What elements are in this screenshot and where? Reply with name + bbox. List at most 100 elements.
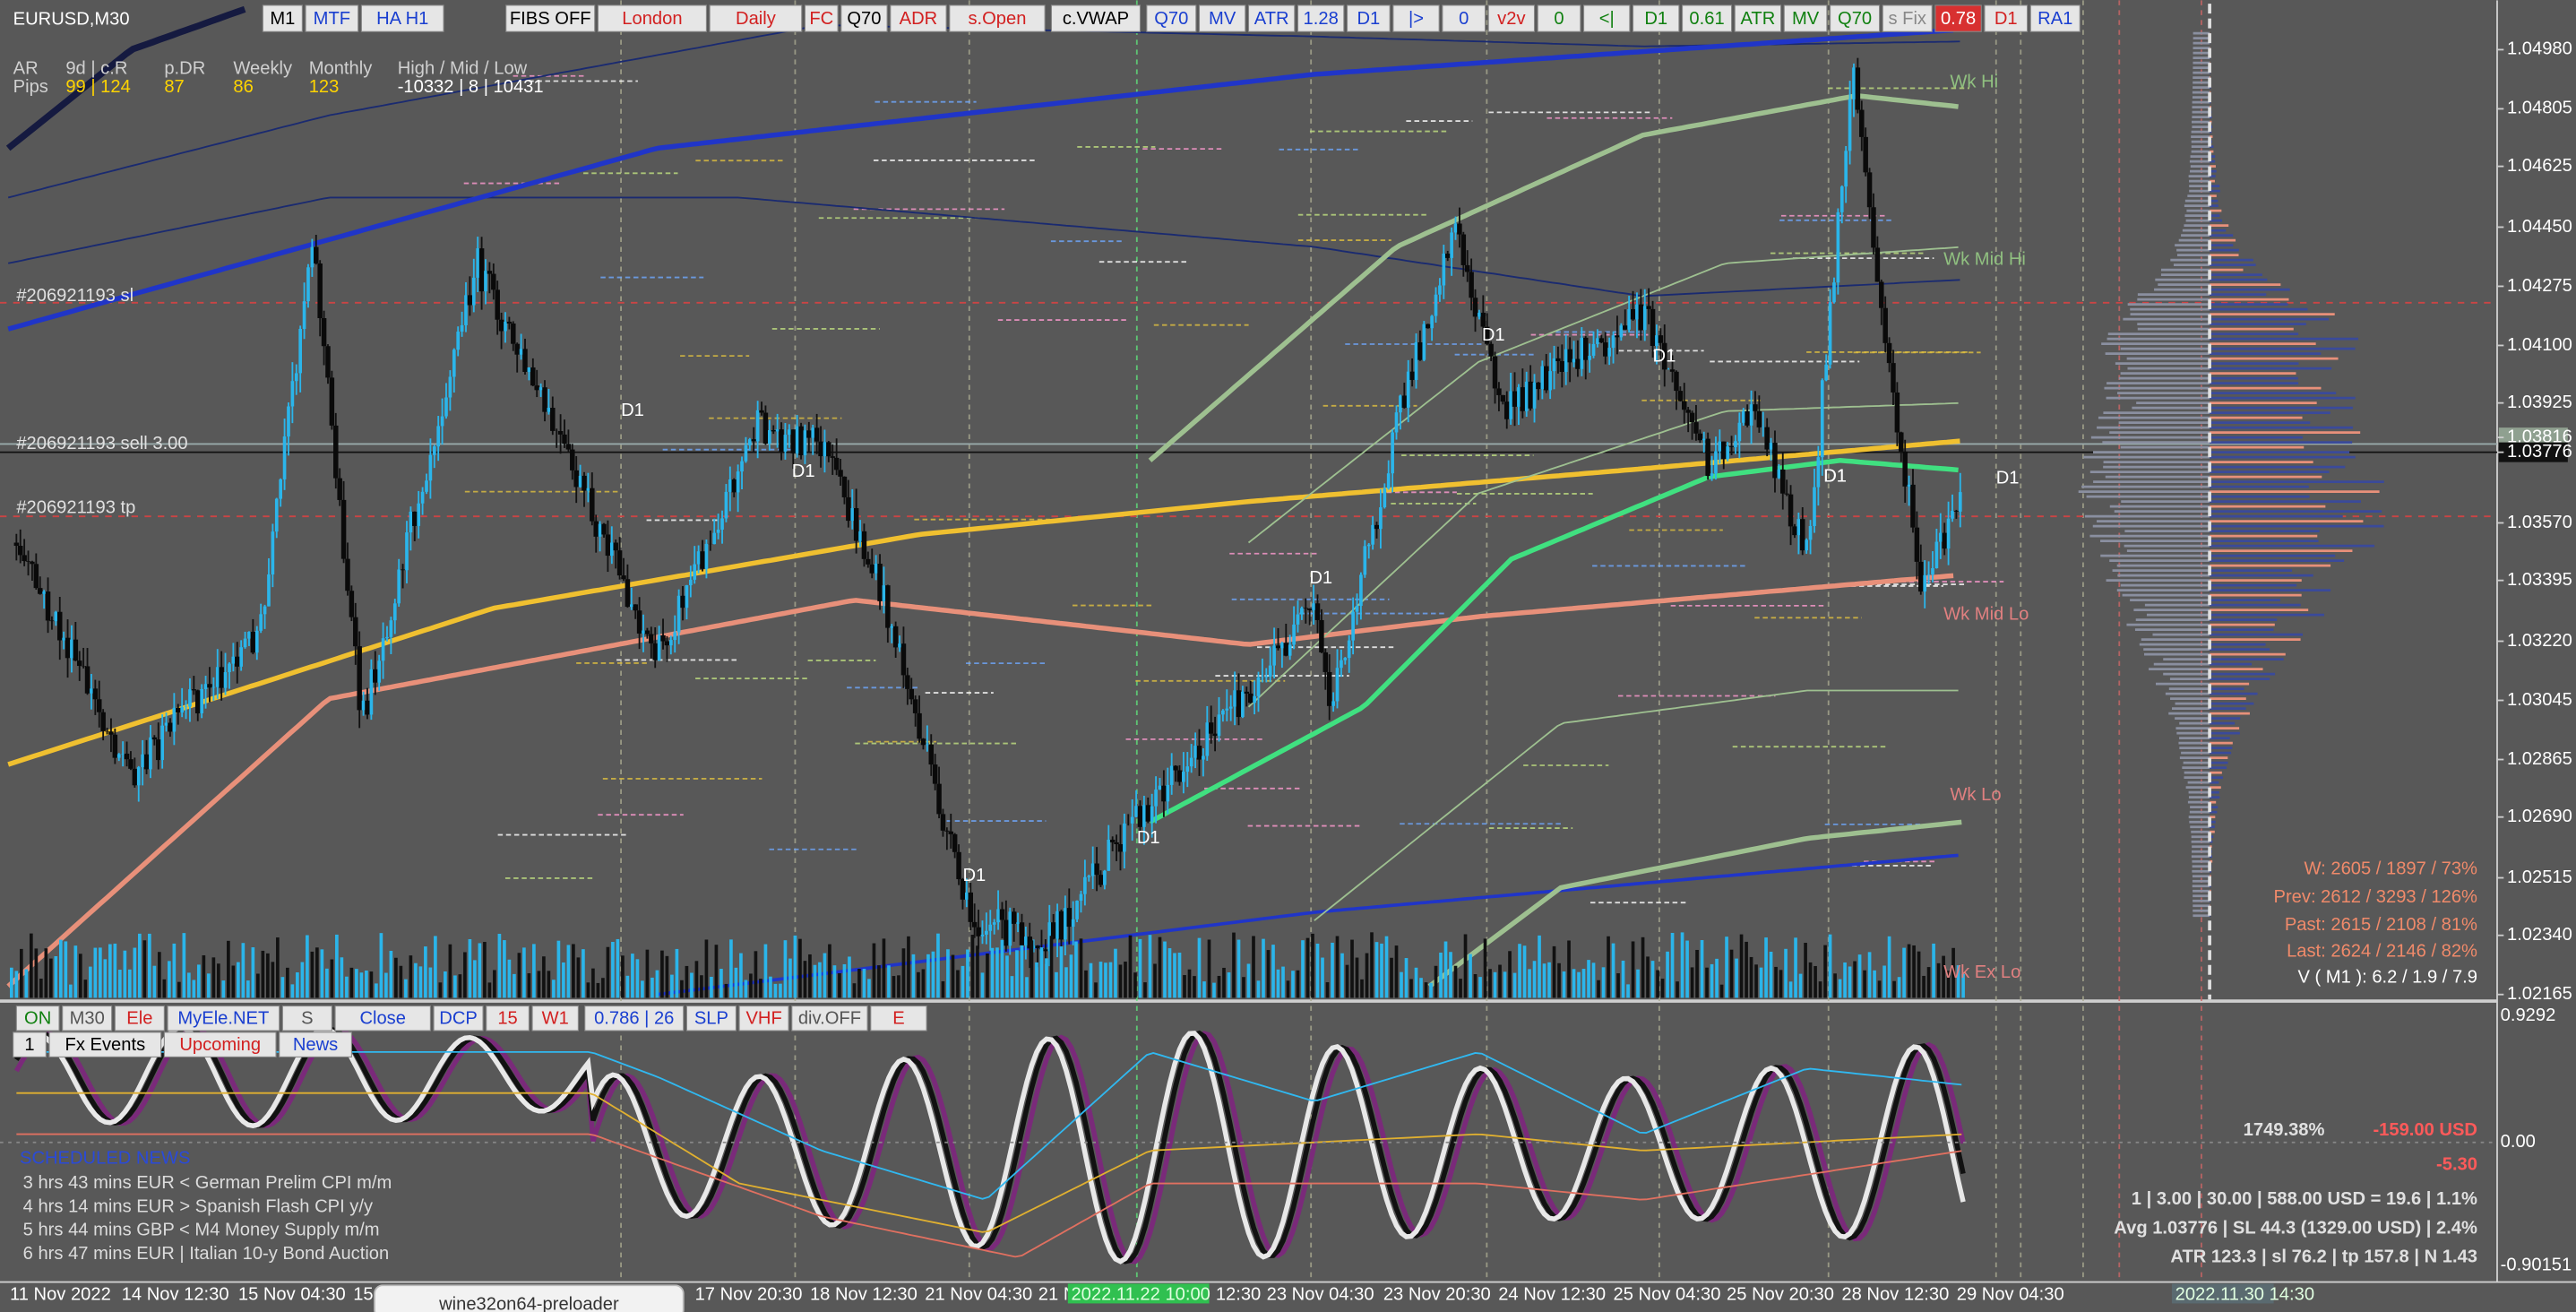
button-label[interactable]: FIBS OFF	[510, 9, 591, 29]
button[interactable]	[791, 1005, 868, 1031]
button-label[interactable]: MTF	[314, 9, 350, 29]
button-label[interactable]: Ele	[126, 1009, 152, 1029]
button-label[interactable]: v2v	[1497, 9, 1526, 29]
button-label[interactable]: <|	[1599, 9, 1615, 29]
button[interactable]	[281, 1005, 332, 1031]
button[interactable]	[305, 4, 359, 32]
button[interactable]	[685, 1005, 737, 1031]
button-label[interactable]: MyEle.NET	[177, 1009, 269, 1029]
button-label[interactable]: div.OFF	[798, 1009, 861, 1029]
button[interactable]	[840, 4, 888, 32]
button[interactable]	[1050, 4, 1142, 32]
button[interactable]	[163, 1031, 277, 1057]
button[interactable]	[62, 1005, 113, 1031]
button-label[interactable]: MV	[1792, 9, 1820, 29]
button[interactable]	[1830, 4, 1881, 32]
button[interactable]	[531, 1005, 579, 1031]
button[interactable]	[1346, 4, 1391, 32]
button[interactable]	[949, 4, 1046, 32]
button[interactable]	[709, 4, 803, 32]
button[interactable]	[597, 4, 707, 32]
button[interactable]	[1537, 4, 1581, 32]
button[interactable]	[1247, 4, 1296, 32]
button[interactable]	[360, 4, 444, 32]
button-label[interactable]: M1	[270, 9, 295, 29]
button[interactable]	[505, 4, 596, 32]
button-label[interactable]: D1	[1357, 9, 1380, 29]
button-label[interactable]: Q70	[1838, 9, 1872, 29]
button[interactable]	[1487, 4, 1536, 32]
button-label[interactable]: Q70	[847, 9, 881, 29]
button[interactable]	[15, 1005, 60, 1031]
button[interactable]	[1682, 4, 1733, 32]
button[interactable]	[1632, 4, 1680, 32]
button[interactable]	[870, 1005, 927, 1031]
button[interactable]	[114, 1005, 165, 1031]
button[interactable]	[1734, 4, 1782, 32]
button-label[interactable]: ON	[24, 1009, 51, 1029]
button-label[interactable]: s Fix	[1888, 9, 1926, 29]
button-label[interactable]: E	[892, 1009, 904, 1029]
button[interactable]	[1934, 4, 1982, 32]
button-label[interactable]: HA H1	[376, 9, 428, 29]
button-label[interactable]: News	[293, 1035, 338, 1055]
button-label[interactable]: D1	[1644, 9, 1667, 29]
button[interactable]	[738, 1005, 789, 1031]
button[interactable]	[334, 1005, 431, 1031]
button-label[interactable]: MV	[1209, 9, 1236, 29]
button-label[interactable]: 0.786 | 26	[594, 1009, 674, 1029]
button[interactable]	[1984, 4, 2029, 32]
button[interactable]	[1392, 4, 1440, 32]
button-label[interactable]: D1	[1994, 9, 2018, 29]
button-label[interactable]: Upcoming	[179, 1035, 261, 1055]
button-label[interactable]: S	[301, 1009, 313, 1029]
button[interactable]	[486, 1005, 530, 1031]
taskbar-tab[interactable]	[374, 1284, 685, 1312]
volume-bar	[917, 971, 920, 998]
button[interactable]	[48, 1031, 162, 1057]
button[interactable]	[13, 1031, 47, 1057]
button-label[interactable]: 1	[24, 1035, 34, 1055]
button-label[interactable]: c.VWAP	[1063, 9, 1129, 29]
button[interactable]	[2029, 4, 2081, 32]
button-label[interactable]: Close	[359, 1009, 406, 1029]
button[interactable]	[279, 1031, 352, 1057]
button-label[interactable]: ATR	[1740, 9, 1775, 29]
button-label[interactable]: 0	[1554, 9, 1564, 29]
button-label[interactable]: 0.61	[1689, 9, 1724, 29]
button-label[interactable]: VHF	[745, 1009, 781, 1029]
button-label[interactable]: |>	[1409, 9, 1424, 29]
button-label[interactable]: ADR	[900, 9, 938, 29]
button-label[interactable]: SLP	[694, 1009, 728, 1029]
button-label[interactable]: s.Open	[968, 9, 1026, 29]
button[interactable]	[584, 1005, 685, 1031]
button-label[interactable]: RA1	[2038, 9, 2072, 29]
button[interactable]	[1198, 4, 1246, 32]
button-label[interactable]: London	[622, 9, 682, 29]
button-label[interactable]: 0.78	[1941, 9, 1976, 29]
button[interactable]	[1882, 4, 1933, 32]
button[interactable]	[1783, 4, 1828, 32]
button-label[interactable]: W1	[542, 1009, 569, 1029]
button[interactable]	[1146, 4, 1197, 32]
button-label[interactable]: FC	[809, 9, 833, 29]
button-label[interactable]: 0	[1459, 9, 1469, 29]
button-label[interactable]: 1.28	[1304, 9, 1339, 29]
button[interactable]	[262, 4, 303, 32]
button[interactable]	[167, 1005, 280, 1031]
button-label[interactable]: 15	[497, 1009, 517, 1029]
button[interactable]	[890, 4, 947, 32]
range-stat: V ( M1 ): 6.2 / 1.9 / 7.9	[2297, 968, 2477, 988]
button-label[interactable]: Fx Events	[65, 1035, 146, 1055]
button-label[interactable]: Daily	[736, 9, 777, 29]
button[interactable]	[1582, 4, 1631, 32]
button[interactable]	[1442, 4, 1486, 32]
button[interactable]	[1297, 4, 1345, 32]
button-label[interactable]: Q70	[1154, 9, 1188, 29]
button-label[interactable]: ATR	[1254, 9, 1289, 29]
button-label[interactable]: DCP	[439, 1009, 478, 1029]
button[interactable]	[804, 4, 839, 32]
button[interactable]	[433, 1005, 484, 1031]
button-label[interactable]: M30	[70, 1009, 105, 1029]
taskbar-label[interactable]: wine32on64-preloader	[438, 1295, 619, 1312]
